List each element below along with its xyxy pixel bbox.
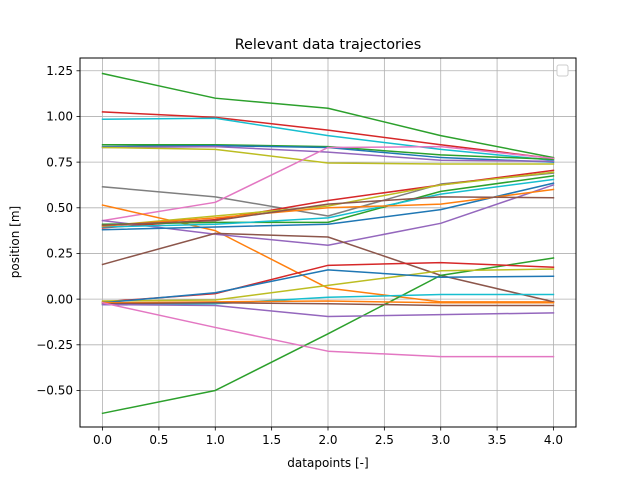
y-tick-label: −0.25 — [36, 338, 73, 352]
x-tick-label: 0.5 — [149, 433, 168, 447]
x-axis-label: datapoints [-] — [287, 456, 368, 470]
gridlines — [80, 58, 576, 427]
x-tick-label: 3.0 — [431, 433, 450, 447]
legend-box — [556, 64, 569, 77]
x-tick-label: 2.0 — [318, 433, 337, 447]
y-tick-label: 1.25 — [46, 64, 73, 78]
series-line-25 — [101, 300, 555, 304]
series-line-27 — [101, 303, 555, 318]
series-line-2 — [101, 111, 555, 160]
x-tick-label: 2.5 — [375, 433, 394, 447]
chart-title: Relevant data trajectories — [235, 37, 422, 53]
x-tick-label: 0.0 — [93, 433, 112, 447]
x-tick-label: 1.5 — [262, 433, 281, 447]
series-line-4 — [101, 144, 555, 161]
y-tick-label: 0.00 — [46, 292, 73, 306]
series-line-14 — [101, 174, 555, 225]
x-tick-label: 3.5 — [488, 433, 507, 447]
series-lines — [101, 72, 555, 415]
x-axis-ticks: 0.0 0.5 1.0 1.5 2.0 2.5 3.0 3.5 4.0 — [93, 427, 563, 447]
series-line-16 — [101, 182, 555, 231]
y-tick-label: 0.75 — [46, 155, 73, 169]
series-line-6 — [101, 145, 555, 162]
x-tick-label: 4.0 — [544, 433, 563, 447]
series-line-11 — [101, 184, 555, 246]
y-tick-label: 1.00 — [46, 110, 73, 124]
y-axis-ticks: −0.50 −0.25 0.00 0.25 0.50 0.75 1.00 1.25 — [36, 64, 80, 398]
series-line-1 — [101, 72, 555, 159]
y-axis-label: position [m] — [8, 206, 22, 278]
x-tick-label: 1.0 — [206, 433, 225, 447]
series-line-26 — [101, 302, 555, 307]
series-line-15 — [101, 178, 555, 228]
series-line-24 — [101, 293, 555, 306]
series-line-3 — [101, 117, 555, 162]
series-line-9 — [101, 145, 555, 222]
series-line-23 — [101, 269, 555, 304]
series-line-7 — [101, 146, 555, 165]
series-line-17 — [101, 188, 555, 227]
series-line-28 — [101, 301, 555, 358]
series-line-18 — [101, 196, 555, 226]
series-line-22 — [101, 268, 555, 302]
y-tick-label: −0.50 — [36, 384, 73, 398]
series-line-13 — [101, 171, 555, 227]
y-tick-label: 0.25 — [46, 247, 73, 261]
y-tick-label: 0.50 — [46, 201, 73, 215]
series-line-19 — [101, 232, 555, 303]
